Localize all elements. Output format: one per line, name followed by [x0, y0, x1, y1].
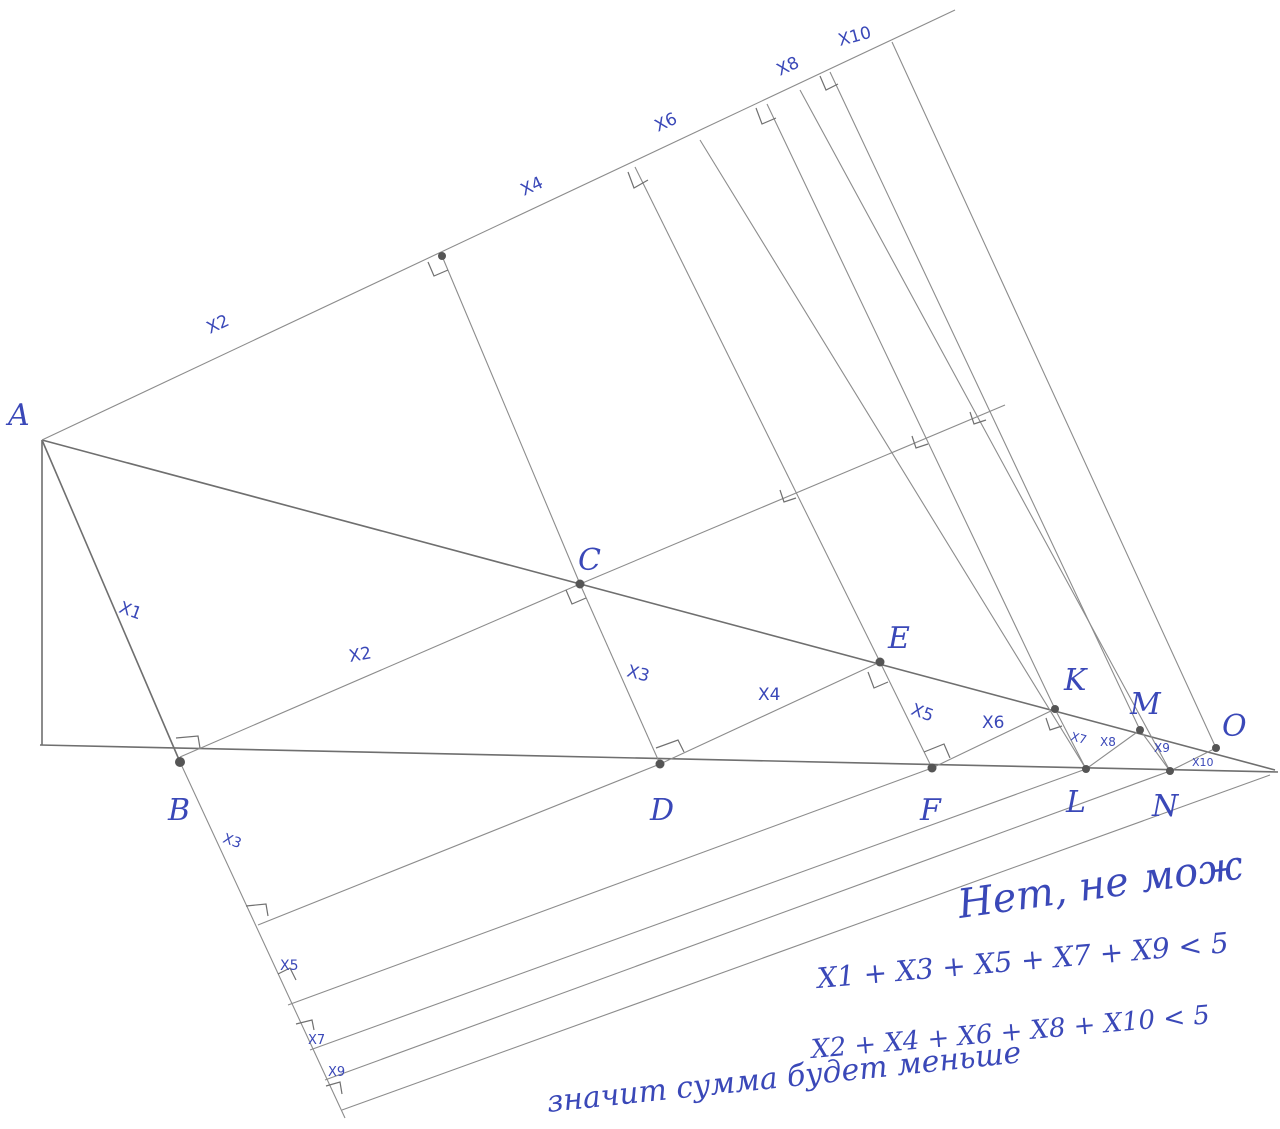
- proj-k-top: [766, 103, 1056, 710]
- seg-ef: [879, 661, 933, 769]
- dot-b: [175, 757, 185, 767]
- dot-n: [1166, 767, 1174, 775]
- dot-o: [1212, 744, 1220, 752]
- note-line-4: значит сумма будет меньше: [545, 1035, 1023, 1120]
- seg-bc: [179, 583, 581, 758]
- dot-k: [1051, 705, 1059, 713]
- ra-mid-1: [969, 411, 987, 425]
- seg-lm: [1085, 729, 1141, 770]
- note-line-1: Нет, не мож: [954, 842, 1246, 928]
- label-bc-x2: X2: [347, 643, 373, 667]
- label-de-x4: X4: [758, 685, 780, 705]
- ra-e: [867, 671, 889, 689]
- bproj-d: [257, 763, 661, 926]
- note-line-2: X1 + X3 + X5 + X7 + X9 < 5: [814, 926, 1230, 995]
- dot-top: [438, 252, 446, 260]
- ra-b: [175, 735, 201, 749]
- bproj-f: [287, 767, 933, 1006]
- label-top-x4: X4: [518, 173, 547, 201]
- ra-bot-3: [295, 1019, 315, 1031]
- label-top-x2: X2: [204, 311, 233, 339]
- point-dots: [175, 252, 1220, 775]
- label-top-x10: X10: [836, 23, 873, 51]
- top-projection: [41, 9, 1217, 772]
- label-bot-x3: X3: [221, 831, 244, 852]
- proj-n-top: [799, 89, 1171, 772]
- dot-e: [875, 657, 885, 667]
- label-c: C: [578, 543, 601, 578]
- ra-f: [923, 743, 951, 759]
- label-cd-x3: X3: [625, 662, 652, 687]
- ra-k: [1045, 717, 1063, 731]
- label-no-x10: X10: [1192, 756, 1214, 769]
- line-ao: [41, 439, 1276, 771]
- seg-de: [659, 661, 881, 765]
- seg-mn: [1139, 729, 1171, 772]
- ra-c: [565, 589, 587, 605]
- label-lm-x8: X8: [1100, 735, 1116, 749]
- label-b: B: [167, 793, 190, 828]
- label-bot-x9: X9: [328, 1065, 345, 1080]
- seg-kl: [1054, 708, 1087, 770]
- label-n: N: [1151, 789, 1180, 824]
- label-mn-x9: X9: [1154, 741, 1170, 755]
- top-line: [41, 9, 956, 441]
- bproj-l: [309, 768, 1087, 1051]
- label-d: D: [649, 793, 674, 828]
- notes: Нет, не мож X1 + X3 + X5 + X7 + X9 < 5 X…: [545, 842, 1246, 1120]
- ra-bot-2: [277, 967, 297, 981]
- dot-f: [927, 763, 937, 773]
- line-bo-base: [39, 744, 1279, 773]
- ra-bot-4: [325, 1081, 343, 1095]
- dot-d: [655, 759, 665, 769]
- ra-mid-3: [779, 489, 797, 503]
- label-e: E: [887, 621, 910, 656]
- zigzag-lines: [179, 583, 1217, 772]
- ra-top-2: [627, 171, 649, 189]
- proj-o-top: [891, 41, 1217, 749]
- label-ef-x5: X5: [908, 700, 936, 726]
- label-fk-x6: X6: [982, 713, 1004, 733]
- main-lines: [39, 439, 1279, 773]
- ra-top-4: [819, 75, 839, 91]
- seg-cd: [579, 583, 661, 765]
- dot-m: [1136, 726, 1144, 734]
- ra-d: [655, 739, 685, 753]
- seg-no: [1169, 747, 1217, 772]
- ra-mid-2: [911, 435, 929, 449]
- label-o: O: [1222, 709, 1247, 744]
- bottom-projection: [179, 761, 1271, 1119]
- proj-e-top: [634, 166, 881, 663]
- label-top-x6: X6: [652, 109, 681, 137]
- seg-fk: [931, 708, 1056, 769]
- label-m: M: [1129, 687, 1162, 722]
- proj-l-top: [699, 139, 1087, 770]
- label-top-x8: X8: [774, 53, 803, 81]
- label-f: F: [919, 793, 942, 828]
- label-a: A: [5, 398, 30, 433]
- label-bc-x1: X1: [116, 598, 144, 624]
- right-angle-marks: [175, 75, 1063, 1095]
- label-l: L: [1065, 785, 1086, 820]
- bproj-n: [324, 770, 1171, 1081]
- ra-top-3: [755, 107, 777, 125]
- ra-bot-1: [245, 903, 269, 917]
- proj-c-top: [441, 255, 581, 585]
- line-ab: [41, 439, 181, 763]
- point-labels: A B C D E F K L M N O: [5, 398, 1247, 828]
- label-bot-x5: X5: [280, 958, 299, 974]
- bottom-line: [179, 761, 346, 1119]
- dot-l: [1082, 765, 1090, 773]
- ra-top-1: [427, 261, 449, 277]
- bproj-o: [341, 774, 1271, 1111]
- dot-c: [575, 579, 585, 589]
- label-k: K: [1063, 663, 1088, 698]
- label-kl-x7: X7: [1069, 729, 1088, 747]
- label-bot-x7: X7: [308, 1033, 325, 1048]
- bc-extension: [579, 404, 1006, 585]
